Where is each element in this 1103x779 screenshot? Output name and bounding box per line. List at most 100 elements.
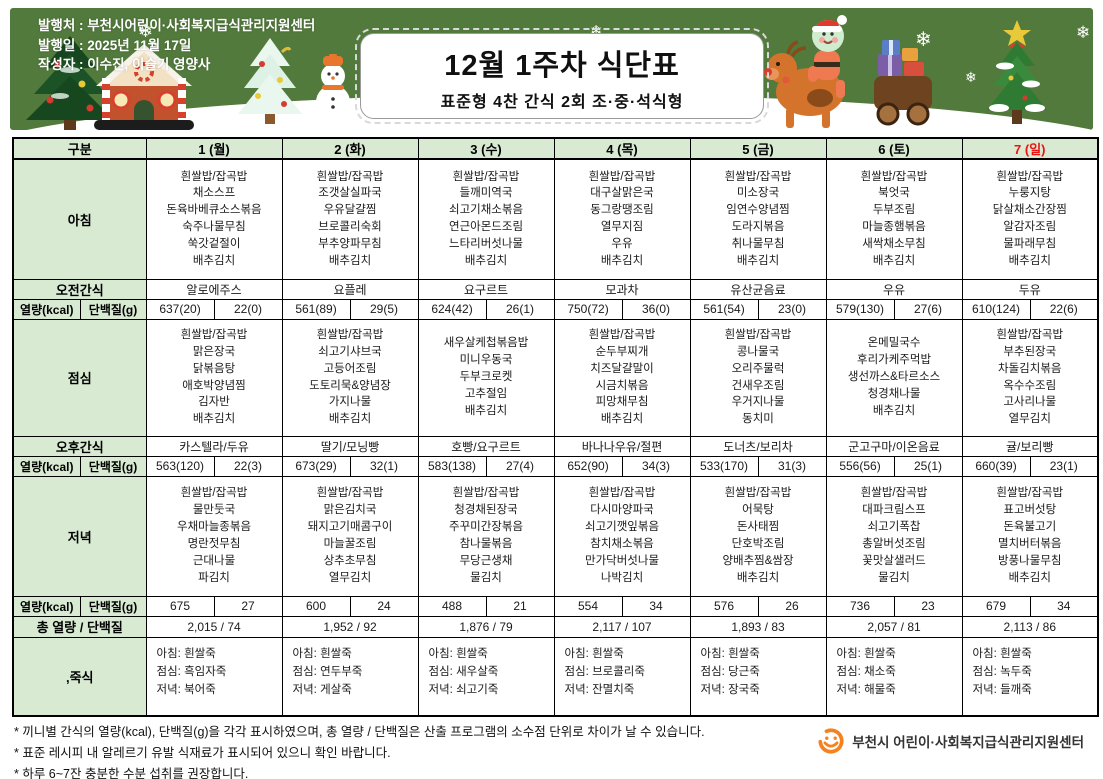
protein-label: 단백질(g) bbox=[79, 298, 147, 320]
lunch-protein-fri: 31(3) bbox=[757, 455, 827, 477]
breakfast-cell-wed: 흰쌀밥/잡곡밥 들깨미역국 쇠고기채소볶음 연근아몬드조림 느타리버섯나물 배추… bbox=[417, 158, 555, 280]
pm-snack-cell-sat: 군고구마/이온음료 bbox=[825, 435, 963, 457]
publisher-line: 발행처 : 부천시어린이·사회복지급식관리지원센터 bbox=[38, 18, 316, 33]
christmas-tree-icon bbox=[26, 36, 114, 130]
corner-header: 구분 bbox=[12, 137, 147, 160]
breakfast-cell-thu: 흰쌀밥/잡곡밥 대구살맑은국 동그랑땡조림 열무지짐 우유 배추김치 bbox=[553, 158, 691, 280]
breakfast-nutrition-row: 열량(kcal) 단백질(g) 637(20) 22(0) 561(89) 29… bbox=[12, 298, 1099, 320]
kcal-label: 열량(kcal) bbox=[12, 298, 81, 320]
dinner-protein-fri: 26 bbox=[757, 595, 827, 617]
breakfast-protein-sat: 27(6) bbox=[893, 298, 963, 320]
breakfast-protein-tue: 29(5) bbox=[349, 298, 419, 320]
total-cell-sun: 2,113 / 86 bbox=[961, 615, 1099, 638]
dinner-kcal-wed: 488 bbox=[417, 595, 487, 617]
dinner-protein-tue: 24 bbox=[349, 595, 419, 617]
row-label-dinner: 저녁 bbox=[12, 475, 147, 597]
dinner-kcal-fri: 576 bbox=[689, 595, 759, 617]
porridge-cell-mon: 아침: 흰쌀죽 점심: 흑임자죽 저녁: 북어죽 bbox=[145, 636, 283, 717]
breakfast-protein-wed: 26(1) bbox=[485, 298, 555, 320]
day-header-wed: 3 (수) bbox=[417, 137, 555, 160]
am-snack-cell-tue: 요플레 bbox=[281, 278, 419, 300]
dinner-protein-sun: 34 bbox=[1029, 595, 1099, 617]
breakfast-kcal-mon: 637(20) bbox=[145, 298, 215, 320]
snowman-icon bbox=[316, 54, 350, 119]
breakfast-kcal-tue: 561(89) bbox=[281, 298, 351, 320]
breakfast-row: 아침 흰쌀밥/잡곡밥 채소스프 돈육바베큐소스볶음 숙주나물무침 쑥갓겉절이 배… bbox=[12, 158, 1099, 280]
kcal-label: 열량(kcal) bbox=[12, 595, 81, 617]
pm-snack-cell-wed: 호빵/요구르트 bbox=[417, 435, 555, 457]
porridge-cell-sat: 아침: 흰쌀죽 점심: 채소죽 저녁: 해물죽 bbox=[825, 636, 963, 717]
logo-text: 부천시 어린이·사회복지급식관리지원센터 bbox=[852, 735, 1084, 750]
dinner-kcal-mon: 675 bbox=[145, 595, 215, 617]
am-snack-cell-mon: 알로에주스 bbox=[145, 278, 283, 300]
lunch-nutrition-row: 열량(kcal) 단백질(g) 563(120) 22(3) 673(29) 3… bbox=[12, 455, 1099, 477]
breakfast-kcal-sun: 610(124) bbox=[961, 298, 1031, 320]
lunch-row: 점심 흰쌀밥/잡곡밥 맑은장국 닭볶음탕 애호박양념찜 김자반 배추김치 흰쌀밥… bbox=[12, 318, 1099, 437]
am-snack-row: 오전간식 알로에주스 요플레 요구르트 모과차 유산균음료 우유 두유 bbox=[12, 278, 1099, 300]
porridge-row: ,죽식 아침: 흰쌀죽 점심: 흑임자죽 저녁: 북어죽 아침: 흰쌀죽 점심:… bbox=[12, 636, 1099, 717]
lunch-kcal-mon: 563(120) bbox=[145, 455, 215, 477]
am-snack-cell-sat: 우유 bbox=[825, 278, 963, 300]
page-subtitle: 표준형 4찬 간식 2회 조·중·석식형 bbox=[440, 94, 684, 111]
lunch-kcal-fri: 533(170) bbox=[689, 455, 759, 477]
lunch-cell-tue: 흰쌀밥/잡곡밥 쇠고기샤브국 고등어조림 도토리묵&양념장 가지나물 배추김치 bbox=[281, 318, 419, 437]
lunch-protein-sat: 25(1) bbox=[893, 455, 963, 477]
total-cell-thu: 2,117 / 107 bbox=[553, 615, 691, 638]
author-line: 작성자 : 이수진, 이슬기 영양사 bbox=[38, 57, 211, 73]
lunch-cell-fri: 흰쌀밥/잡곡밥 콩나물국 오리주물럭 건새우조림 우거지나물 동치미 bbox=[689, 318, 827, 437]
day-header-sat: 6 (토) bbox=[825, 137, 963, 160]
total-cell-wed: 1,876 / 79 bbox=[417, 615, 555, 638]
white-tree-icon bbox=[238, 38, 302, 124]
lunch-protein-tue: 32(1) bbox=[349, 455, 419, 477]
snowflake-icon: ❄ bbox=[965, 69, 977, 85]
day-header-sun: 7 (일) bbox=[961, 137, 1099, 160]
kcal-label: 열량(kcal) bbox=[12, 455, 81, 477]
dinner-row: 저녁 흰쌀밥/잡곡밥 물만둣국 우채마늘종볶음 명란젓무침 근대나물 파김치 흰… bbox=[12, 475, 1099, 597]
row-label-total: 총 열량 / 단백질 bbox=[12, 615, 147, 638]
pm-snack-row: 오후간식 카스텔라/두유 딸기/모닝빵 호빵/요구르트 바나나우유/절편 도너츠… bbox=[12, 435, 1099, 457]
breakfast-cell-sat: 흰쌀밥/잡곡밥 북엇국 두부조림 마늘종햄볶음 새싹채소무침 배추김치 bbox=[825, 158, 963, 280]
am-snack-cell-wed: 요구르트 bbox=[417, 278, 555, 300]
breakfast-kcal-fri: 561(54) bbox=[689, 298, 759, 320]
porridge-cell-wed: 아침: 흰쌀죽 점심: 새우살죽 저녁: 쇠고기죽 bbox=[417, 636, 555, 717]
dinner-protein-mon: 27 bbox=[213, 595, 283, 617]
breakfast-cell-mon: 흰쌀밥/잡곡밥 채소스프 돈육바베큐소스볶음 숙주나물무침 쑥갓겉절이 배추김치 bbox=[145, 158, 283, 280]
lunch-protein-thu: 34(3) bbox=[621, 455, 691, 477]
porridge-cell-tue: 아침: 흰쌀죽 점심: 연두부죽 저녁: 게살죽 bbox=[281, 636, 419, 717]
lunch-cell-sun: 흰쌀밥/잡곡밥 부추된장국 차돌김치볶음 옥수수조림 고사리나물 열무김치 bbox=[961, 318, 1099, 437]
dinner-cell-wed: 흰쌀밥/잡곡밥 청경채된장국 주꾸미간장볶음 참나물볶음 무당근생채 물김치 bbox=[417, 475, 555, 597]
publish-date-line: 발행일 : 2025년 11월 17일 bbox=[38, 37, 192, 53]
day-header-mon: 1 (월) bbox=[145, 137, 283, 160]
row-label-am-snack: 오전간식 bbox=[12, 278, 147, 300]
breakfast-protein-mon: 22(0) bbox=[213, 298, 283, 320]
total-cell-tue: 1,952 / 92 bbox=[281, 615, 419, 638]
total-cell-sat: 2,057 / 81 bbox=[825, 615, 963, 638]
lunch-cell-thu: 흰쌀밥/잡곡밥 순두부찌개 치즈달걀말이 시금치볶음 피망채무침 배추김치 bbox=[553, 318, 691, 437]
am-snack-cell-fri: 유산균음료 bbox=[689, 278, 827, 300]
breakfast-protein-thu: 36(0) bbox=[621, 298, 691, 320]
dinner-protein-thu: 34 bbox=[621, 595, 691, 617]
porridge-cell-fri: 아침: 흰쌀죽 점심: 당근죽 저녁: 장국죽 bbox=[689, 636, 827, 717]
total-cell-mon: 2,015 / 74 bbox=[145, 615, 283, 638]
am-snack-cell-sun: 두유 bbox=[961, 278, 1099, 300]
menu-table: 구분 1 (월) 2 (화) 3 (수) 4 (목) 5 (금) 6 (토) 7… bbox=[12, 137, 1100, 717]
lunch-kcal-tue: 673(29) bbox=[281, 455, 351, 477]
pm-snack-cell-fri: 도너츠/보리차 bbox=[689, 435, 827, 457]
snowflake-icon: ❄ bbox=[915, 29, 932, 51]
footer-notes: * 끼니별 간식의 열량(kcal), 단백질(g)을 각각 표시하였으며, 총… bbox=[14, 722, 1094, 779]
footer-note: * 하루 6~7잔 충분한 수분 섭취를 권장합니다. bbox=[14, 767, 249, 779]
dinner-protein-sat: 23 bbox=[893, 595, 963, 617]
dinner-kcal-sun: 679 bbox=[961, 595, 1031, 617]
breakfast-cell-sun: 흰쌀밥/잡곡밥 누룽지탕 닭살채소간장찜 알감자조림 물파래무침 배추김치 bbox=[961, 158, 1099, 280]
header-banner: ❄ ❄ ❄ ❄ ❄ ❄ ❄ bbox=[10, 8, 1093, 130]
dinner-nutrition-row: 열량(kcal) 단백질(g) 675 27 600 24 488 21 554… bbox=[12, 595, 1099, 617]
smiley-logo-icon bbox=[818, 728, 844, 754]
publication-info: 발행처 : 부천시어린이·사회복지급식관리지원센터 발행일 : 2025년 11… bbox=[38, 16, 315, 75]
lunch-cell-mon: 흰쌀밥/잡곡밥 맑은장국 닭볶음탕 애호박양념찜 김자반 배추김치 bbox=[145, 318, 283, 437]
row-label-porridge: ,죽식 bbox=[12, 636, 147, 717]
protein-label: 단백질(g) bbox=[79, 455, 147, 477]
breakfast-kcal-sat: 579(130) bbox=[825, 298, 895, 320]
dinner-kcal-sat: 736 bbox=[825, 595, 895, 617]
table-header-row: 구분 1 (월) 2 (화) 3 (수) 4 (목) 5 (금) 6 (토) 7… bbox=[12, 137, 1099, 160]
day-header-fri: 5 (금) bbox=[689, 137, 827, 160]
